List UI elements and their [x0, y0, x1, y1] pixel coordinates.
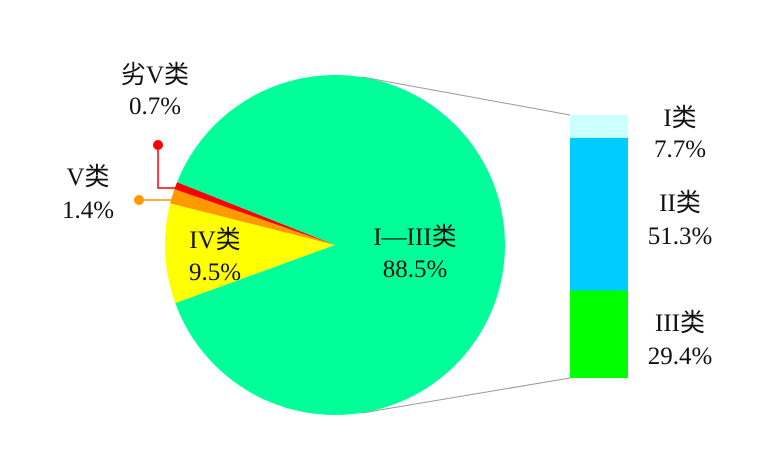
leader-dot-v	[134, 195, 144, 205]
label-iv: IV类	[189, 226, 240, 254]
pie-slice	[165, 203, 335, 304]
bar-segment	[570, 115, 628, 138]
pie-slice	[170, 189, 335, 245]
value-i-iii: 88.5%	[383, 256, 448, 283]
leader-dot-inferior-v	[153, 140, 163, 150]
value-iii: 29.4%	[648, 343, 713, 370]
leader-line-inferior-v	[157, 145, 181, 189]
bar-segment	[570, 137, 628, 291]
bar-segment	[570, 290, 628, 378]
value-ii: 51.3%	[648, 223, 713, 250]
value-iv: 9.5%	[189, 259, 241, 286]
pie-slice	[174, 182, 335, 245]
label-iii: III类	[655, 309, 705, 337]
value-inferior-v: 0.7%	[129, 93, 181, 120]
pie-slice	[175, 75, 505, 416]
label-v: V类	[66, 163, 109, 191]
value-i: 7.7%	[654, 136, 706, 163]
label-ii: II类	[659, 189, 701, 217]
label-i: I类	[663, 104, 696, 132]
connector-line-top	[361, 76, 571, 116]
label-inferior-v: 劣V类	[121, 61, 189, 89]
connector-line-bottom	[361, 377, 571, 414]
label-i-iii: I—III类	[373, 223, 456, 251]
value-v: 1.4%	[62, 197, 114, 224]
